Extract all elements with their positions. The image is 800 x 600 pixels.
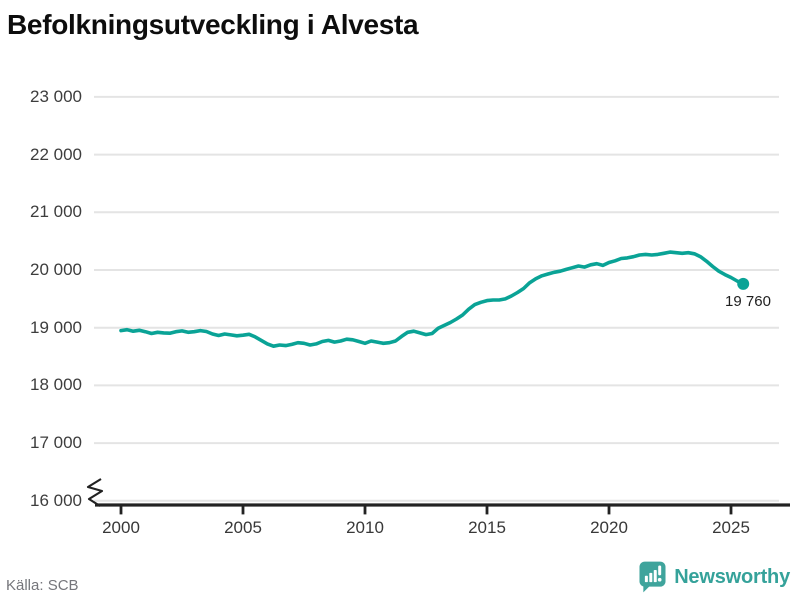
x-tick-label: 2025 [712,518,750,537]
y-tick-label: 23 000 [30,86,82,106]
x-tick-label: 2015 [468,518,506,537]
y-tick-label: 18 000 [30,375,82,395]
end-value-label: 19 760 [725,293,771,310]
y-tick-label: 22 000 [30,144,82,164]
x-tick-label: 2010 [346,518,384,537]
newsworthy-logo: Newsworthy [639,561,790,593]
y-tick-label: 21 000 [30,202,82,222]
y-tick-label: 17 000 [30,433,82,453]
x-tick-label: 2020 [590,518,628,537]
y-tick-label: 20 000 [30,260,82,279]
newsworthy-wordmark: Newsworthy [674,565,790,588]
x-tick-label: 2000 [102,518,140,537]
x-tick-label: 2005 [224,518,262,537]
newsworthy-bubble-chart-icon [639,561,666,593]
chart-title: Befolkningsutveckling i Alvesta [7,9,419,40]
y-tick-label: 16 000 [30,490,82,510]
y-tick-label: 19 000 [30,317,82,337]
source-note: Källa: SCB [6,577,79,594]
